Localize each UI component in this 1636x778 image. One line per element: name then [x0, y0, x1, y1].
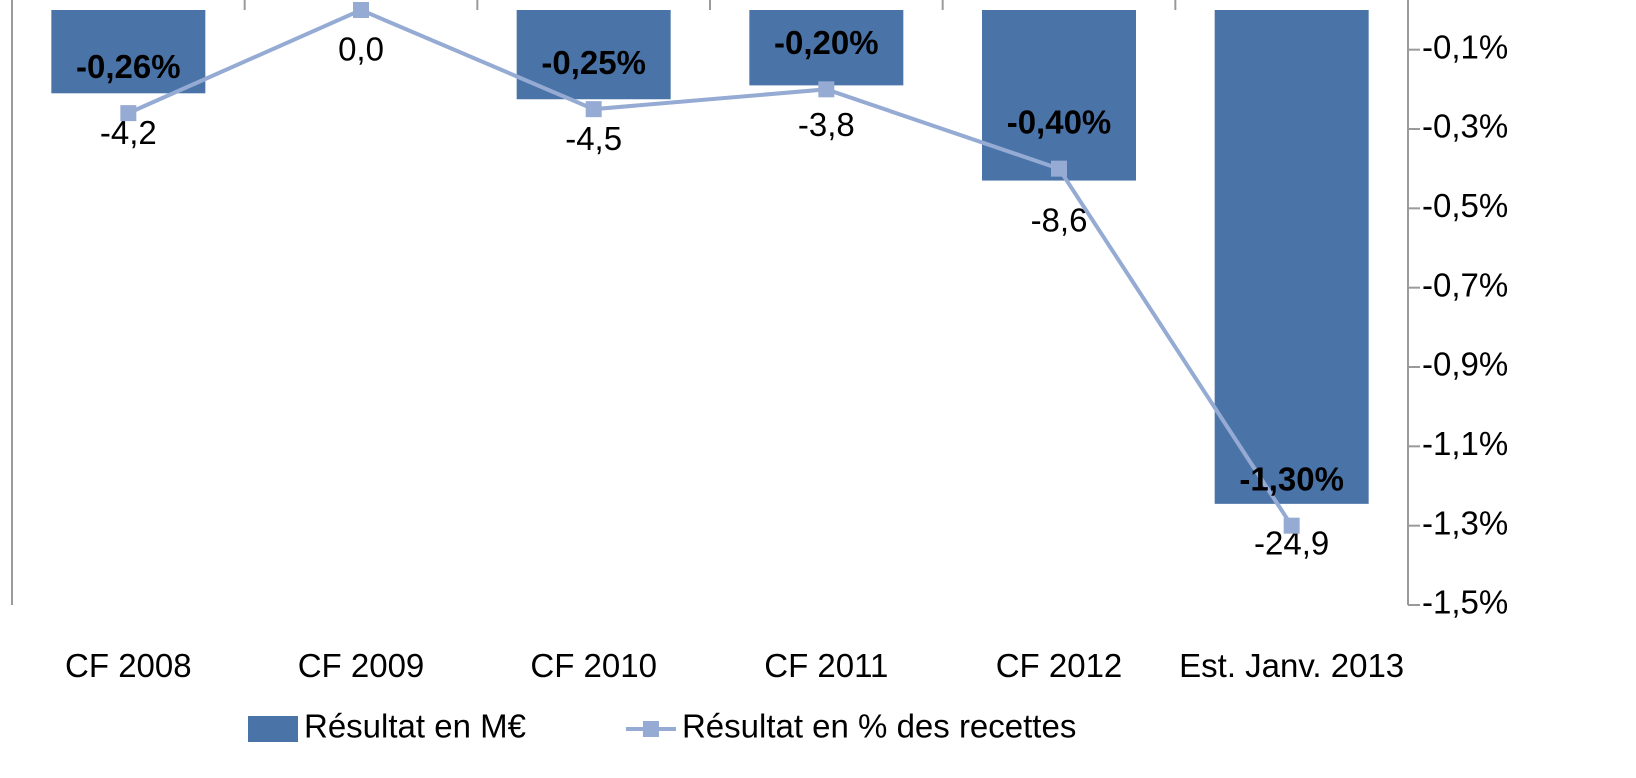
- y2-tick-label: -1,1%: [1422, 425, 1508, 462]
- y2-tick-label: -1,3%: [1422, 504, 1508, 541]
- x-tick-label: CF 2008: [65, 647, 192, 684]
- bar: [1214, 10, 1369, 504]
- legend-label: Résultat en % des recettes: [682, 708, 1076, 745]
- line-value-label: -0,25%: [541, 44, 646, 81]
- line-marker: [120, 105, 137, 122]
- line-value-label: -0,26%: [76, 48, 181, 85]
- y2-tick-label: -1,5%: [1422, 584, 1508, 621]
- x-tick-label: CF 2011: [764, 647, 889, 684]
- legend-marker: [642, 721, 659, 737]
- bar: [516, 10, 671, 100]
- bar: [51, 10, 206, 94]
- y2-tick-label: -0,9%: [1422, 346, 1508, 383]
- x-tick-label: CF 2009: [297, 647, 425, 684]
- bar: [749, 10, 904, 86]
- bar-value-label: 0,0: [338, 31, 384, 68]
- line-marker: [1051, 160, 1067, 177]
- y2-tick-label: -0,1%: [1422, 28, 1508, 65]
- legend-label: Résultat en M€: [304, 708, 526, 745]
- line-marker: [585, 101, 602, 118]
- y2-tick-label: -0,7%: [1422, 266, 1508, 303]
- line-value-label: -0,20%: [774, 24, 879, 61]
- bar-value-label: -4,5: [565, 120, 622, 157]
- line-value-label: -1,30%: [1239, 460, 1344, 497]
- x-tick-label: CF 2010: [530, 647, 657, 684]
- line-value-label: -0,40%: [1007, 103, 1112, 140]
- line: [127, 7, 1294, 527]
- y2-tick-label: -0,3%: [1422, 108, 1508, 145]
- line-marker: [818, 81, 835, 98]
- bar: [982, 10, 1136, 181]
- y2-tick-label: -0,5%: [1422, 187, 1508, 224]
- legend-swatch: [248, 716, 298, 742]
- x-tick-label: Est. Janv. 2013: [1179, 647, 1405, 684]
- bar-value-label: -8,6: [1031, 201, 1088, 238]
- line-marker: [1283, 517, 1300, 534]
- line-marker: [353, 2, 369, 18]
- x-tick-label: CF 2012: [995, 647, 1123, 684]
- bar-value-label: -3,8: [798, 106, 855, 143]
